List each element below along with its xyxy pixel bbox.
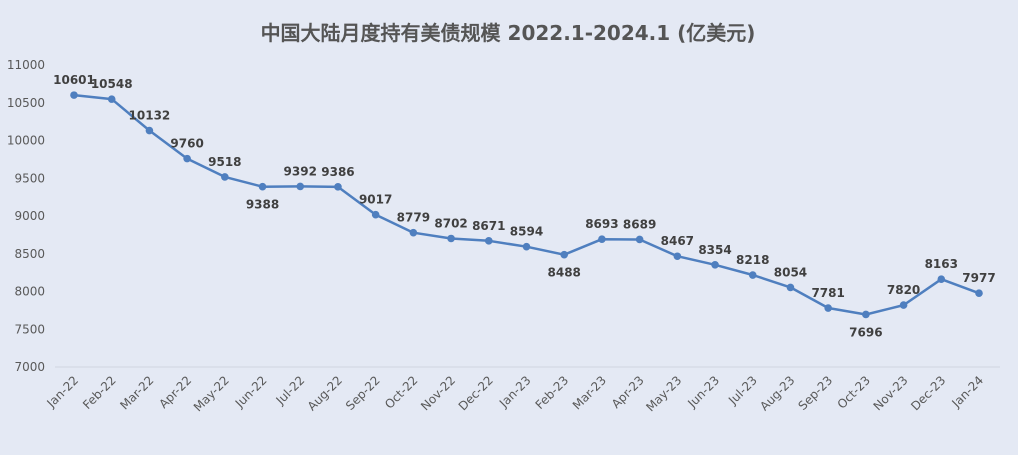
data-label: 8467: [661, 234, 694, 248]
x-tick-label: Oct-22: [382, 373, 420, 411]
data-label: 7977: [962, 271, 995, 285]
data-point: [484, 237, 493, 245]
x-tick-label: May-23: [643, 373, 684, 414]
data-point: [824, 304, 832, 312]
x-tick-label: Jan-24: [949, 373, 987, 411]
x-tick-label: Jun-22: [232, 373, 270, 411]
x-tick-label: Mar-22: [117, 373, 156, 412]
data-label: 8054: [774, 265, 807, 279]
data-point: [560, 250, 569, 259]
y-tick-label: 11000: [7, 58, 45, 72]
y-tick-label: 9500: [14, 171, 45, 185]
x-tick-label: Jul-23: [725, 373, 760, 408]
x-tick-label: Dec-22: [456, 373, 496, 413]
data-label: 10548: [91, 77, 133, 91]
x-tick-label: Jul-22: [273, 373, 308, 408]
data-point: [296, 182, 305, 191]
data-point: [522, 242, 531, 251]
data-point: [221, 173, 229, 181]
x-tick-label: Apr-23: [609, 373, 647, 411]
x-tick-label: Sep-23: [796, 373, 836, 413]
data-label: 8779: [397, 211, 430, 225]
data-point: [937, 275, 946, 283]
y-tick-label: 8000: [14, 285, 45, 299]
y-tick-label: 10500: [7, 96, 45, 110]
x-tick-label: Oct-23: [835, 373, 873, 411]
data-label: 7696: [849, 325, 882, 339]
data-point: [183, 154, 191, 163]
x-tick-label: Jan-22: [44, 373, 82, 411]
x-tick-label: Aug-23: [757, 373, 797, 413]
data-point: [371, 210, 380, 219]
x-tick-label: May-22: [191, 373, 232, 414]
data-label: 8163: [925, 257, 958, 271]
data-label: 9386: [321, 165, 354, 179]
data-label: 10601: [53, 73, 95, 87]
y-axis: 7000 7500 8000 8500 9000 9500 10000 10500 11000: [7, 58, 45, 374]
y-tick-label: 7000: [14, 360, 45, 374]
data-point: [598, 235, 606, 243]
data-label: 9760: [170, 137, 203, 151]
x-tick-label: Aug-22: [305, 373, 345, 413]
y-tick-label: 10000: [7, 134, 45, 148]
data-point: [409, 228, 418, 237]
x-tick-label: Dec-23: [908, 373, 948, 413]
x-tick-label: Feb-23: [533, 373, 572, 412]
x-tick-label: Jan-23: [496, 373, 534, 411]
data-label: 8671: [472, 219, 505, 233]
data-points: [70, 91, 983, 319]
data-point: [70, 91, 78, 99]
y-tick-label: 8500: [14, 247, 45, 261]
x-tick-label: Jun-23: [684, 373, 722, 411]
x-tick-label: Nov-23: [871, 373, 911, 413]
data-label: 8693: [585, 217, 618, 231]
data-point: [786, 283, 795, 292]
data-label: 8702: [434, 216, 467, 230]
x-tick-label: Apr-22: [156, 373, 194, 411]
data-point: [711, 260, 719, 269]
data-label: 8488: [548, 266, 581, 280]
y-tick-label: 9000: [14, 209, 45, 223]
x-tick-label: Feb-22: [80, 373, 119, 412]
data-point: [258, 182, 267, 191]
data-label: 9017: [359, 193, 392, 207]
data-label: 8594: [510, 225, 543, 239]
data-label: 9392: [284, 164, 317, 178]
x-tick-label: Sep-22: [343, 373, 383, 413]
data-point: [975, 289, 983, 298]
data-point: [635, 235, 644, 244]
data-point: [447, 234, 455, 243]
data-label: 8354: [698, 243, 731, 257]
data-point: [145, 126, 154, 135]
data-point: [899, 301, 908, 309]
series-line: [73, 93, 980, 316]
data-point: [748, 271, 757, 279]
y-tick-label: 7500: [14, 322, 45, 336]
chart-title: 中国大陆月度持有美债规模 2022.1-2024.1 (亿美元): [261, 21, 756, 45]
data-label: 9518: [208, 155, 241, 169]
data-point: [673, 252, 682, 261]
data-label: 8689: [623, 217, 656, 231]
data-point: [862, 310, 870, 319]
data-label: 7781: [811, 286, 844, 300]
data-label: 10132: [129, 109, 171, 123]
data-point: [334, 183, 342, 191]
x-tick-label: Mar-23: [570, 373, 609, 412]
data-point: [107, 95, 116, 103]
data-label: 9388: [246, 198, 279, 212]
data-label: 7820: [887, 283, 920, 297]
x-tick-label: Nov-22: [418, 373, 458, 413]
data-label: 8218: [736, 253, 769, 267]
